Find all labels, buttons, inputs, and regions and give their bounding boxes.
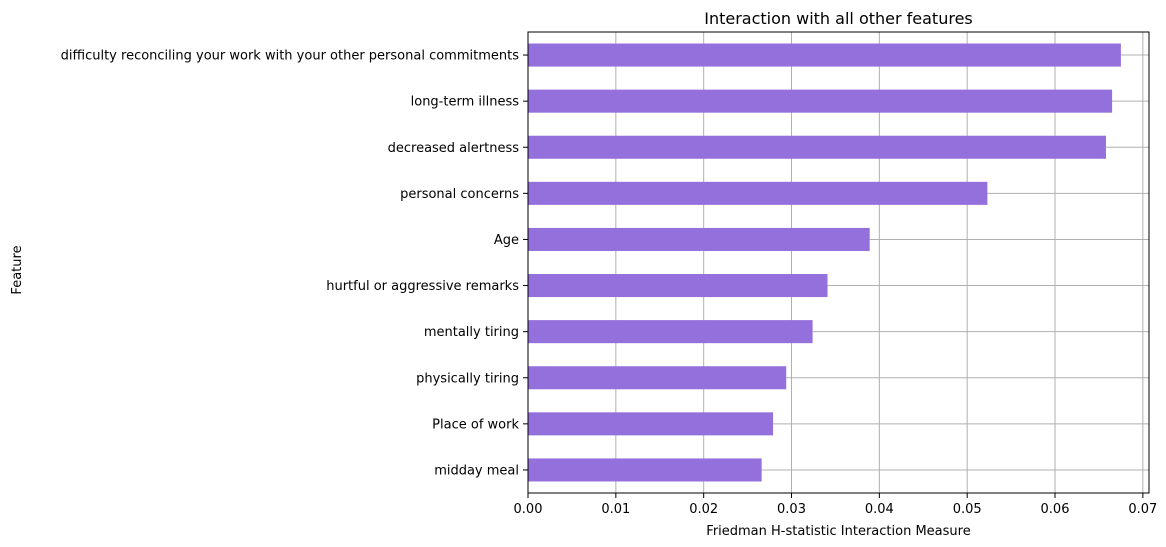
bar — [528, 135, 1106, 159]
x-tick-label: 0.06 — [1041, 502, 1070, 517]
x-tick-label: 0.05 — [953, 502, 982, 517]
x-tick-label: 0.04 — [865, 502, 894, 517]
chart-title: Interaction with all other features — [704, 9, 973, 28]
x-tick-label: 0.00 — [514, 502, 543, 517]
bar — [528, 89, 1113, 113]
y-tick-label: midday meal — [434, 463, 519, 478]
bars — [528, 43, 1121, 482]
bar — [528, 320, 813, 344]
bar — [528, 227, 870, 251]
bar — [528, 412, 774, 436]
y-tick-label: mentally tiring — [424, 325, 519, 340]
bar — [528, 458, 762, 482]
bar — [528, 366, 787, 390]
plot-frame — [527, 31, 1150, 494]
x-tick-label: 0.01 — [601, 502, 630, 517]
x-axis-ticks: 0.00 0.01 0.02 0.03 0.04 0.05 0.06 0.07 — [514, 493, 1157, 517]
y-tick-label: Age — [494, 233, 519, 248]
bar — [528, 43, 1121, 67]
y-axis-ticks: difficulty reconciling your work with yo… — [61, 49, 528, 478]
x-tick-label: 0.02 — [689, 502, 718, 517]
y-tick-label: personal concerns — [400, 187, 519, 202]
bar — [528, 181, 988, 205]
bar — [528, 274, 828, 298]
x-tick-label: 0.07 — [1128, 502, 1157, 517]
y-axis-label: Feature — [10, 245, 25, 294]
x-tick-label: 0.03 — [777, 502, 806, 517]
y-tick-label: difficulty reconciling your work with yo… — [61, 49, 520, 64]
y-tick-label: decreased alertness — [388, 141, 520, 156]
x-axis-label: Friedman H-statistic Interaction Measure — [706, 524, 970, 539]
y-tick-label: Place of work — [432, 417, 519, 432]
y-tick-label: long-term illness — [411, 95, 520, 110]
y-tick-label: hurtful or aggressive remarks — [326, 279, 519, 294]
y-tick-label: physically tiring — [416, 371, 519, 386]
